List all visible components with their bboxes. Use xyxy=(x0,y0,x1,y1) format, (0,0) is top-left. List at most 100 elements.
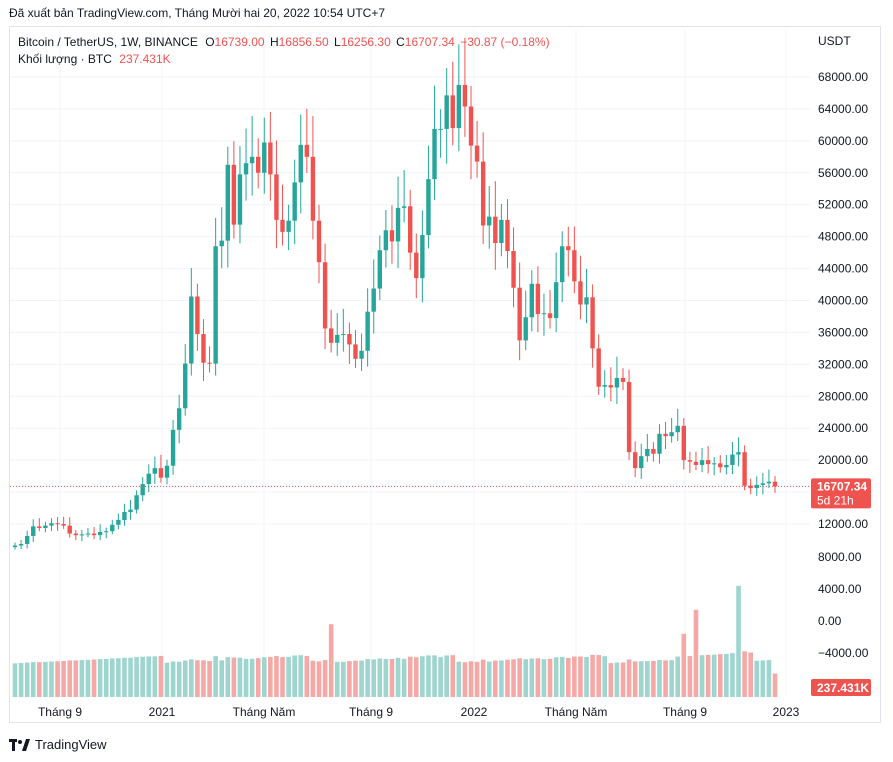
volume-bar xyxy=(304,655,310,697)
candle-body xyxy=(669,432,674,437)
volume-bar xyxy=(109,658,115,697)
candle-body xyxy=(450,95,455,129)
volume-bar xyxy=(541,659,547,697)
candle-body xyxy=(110,524,115,532)
candle-body xyxy=(395,207,401,242)
volume-bar xyxy=(347,661,352,697)
volume-bar xyxy=(18,663,24,697)
volume-bar xyxy=(91,659,97,697)
candle-body xyxy=(37,526,42,528)
candle-body xyxy=(262,142,267,173)
candle-body xyxy=(699,460,705,465)
last-volume-label: 237.431K xyxy=(817,681,869,695)
volume-bar xyxy=(559,656,565,697)
volume-bar xyxy=(584,656,589,697)
volume-bar xyxy=(760,660,766,697)
volume-bar xyxy=(645,661,650,697)
volume-bar xyxy=(578,656,583,697)
candle-body xyxy=(61,524,66,526)
volume-bar xyxy=(182,660,188,697)
candle-body xyxy=(566,246,571,251)
volume-bar xyxy=(286,656,291,697)
volume-bar xyxy=(462,662,468,697)
volume-bar xyxy=(438,657,443,697)
candle-body xyxy=(383,230,389,251)
published-caption: Đã xuất bản TradingView.com, Tháng Mười … xyxy=(9,6,386,20)
candle-body xyxy=(620,377,626,382)
volume-bar xyxy=(73,660,79,697)
candle-body xyxy=(511,251,516,288)
price-tick-label: 12000.00 xyxy=(818,517,868,531)
volume-bar xyxy=(37,662,42,697)
candle-body xyxy=(24,535,30,544)
countdown-label: 5d 21h xyxy=(817,493,854,507)
volume-bar xyxy=(359,660,364,697)
candle-body xyxy=(553,282,559,319)
volume-bar xyxy=(456,661,462,697)
volume-bar xyxy=(322,660,328,697)
price-tick-label: 44000.00 xyxy=(818,262,868,276)
candle-body xyxy=(693,461,699,465)
candle-body xyxy=(468,106,474,146)
volume-bar xyxy=(499,660,504,697)
volume-bar xyxy=(529,658,535,697)
candle-body xyxy=(432,128,437,180)
volume-bar xyxy=(134,656,139,697)
volume-bar xyxy=(730,653,735,697)
time-tick-label: 2021 xyxy=(149,705,176,719)
candle-body xyxy=(79,534,85,536)
volume-bar xyxy=(395,657,401,697)
volume-bar xyxy=(736,585,741,697)
candle-body xyxy=(91,533,97,536)
volume-bar xyxy=(413,657,419,697)
price-tick-label: 36000.00 xyxy=(818,325,868,339)
candle-body xyxy=(438,128,443,130)
volume-bar xyxy=(316,661,322,697)
candle-body xyxy=(365,311,370,351)
volume-bar xyxy=(590,654,595,697)
candle-body xyxy=(657,433,662,454)
candle-body xyxy=(304,144,310,157)
volume-tick-label: 4000.00 xyxy=(818,582,862,596)
currency-label[interactable]: USDT xyxy=(818,34,851,48)
volume-bar xyxy=(614,662,620,697)
candle-body xyxy=(578,281,583,305)
volume-bar xyxy=(280,657,285,697)
time-tick-label: Tháng Năm xyxy=(233,705,296,719)
volume-bar xyxy=(669,660,674,697)
volume-tick-label: 8000.00 xyxy=(818,550,862,564)
volume-bar xyxy=(298,655,304,697)
candle-body xyxy=(760,483,766,485)
volume-bar xyxy=(67,660,73,697)
candle-body xyxy=(456,84,462,129)
tradingview-brand[interactable]: TradingView xyxy=(9,737,107,752)
volume-bar xyxy=(61,660,66,697)
price-tick-label: 48000.00 xyxy=(818,230,868,244)
volume-bar xyxy=(146,656,152,697)
volume-bar xyxy=(310,660,316,697)
volume-bar xyxy=(170,661,176,697)
candle-body xyxy=(353,344,358,359)
candle-body xyxy=(359,350,364,359)
candle-body xyxy=(170,429,176,466)
volume-bar xyxy=(328,624,334,697)
volume-bar xyxy=(195,660,200,697)
legend-low-label: L xyxy=(334,35,341,49)
volume-bar xyxy=(754,660,760,697)
volume-bar xyxy=(535,658,541,697)
candle-body xyxy=(632,452,638,469)
candle-body xyxy=(705,460,711,465)
volume-bar xyxy=(158,655,164,697)
legend-open: 16739.00 xyxy=(214,35,265,49)
candle-body xyxy=(408,206,413,253)
candle-body xyxy=(55,523,60,525)
legend-close-label: C xyxy=(396,35,405,49)
candle-body xyxy=(426,179,431,236)
price-tick-label: 32000.00 xyxy=(818,357,868,371)
legend-change: −30.87 (−0.18%) xyxy=(460,35,550,49)
legend-ohlc-row: Bitcoin / TetherUS, 1W, BINANCE O16739.0… xyxy=(18,34,550,51)
candle-body xyxy=(474,145,480,162)
volume-bar xyxy=(189,659,194,697)
volume-bar xyxy=(268,656,273,697)
